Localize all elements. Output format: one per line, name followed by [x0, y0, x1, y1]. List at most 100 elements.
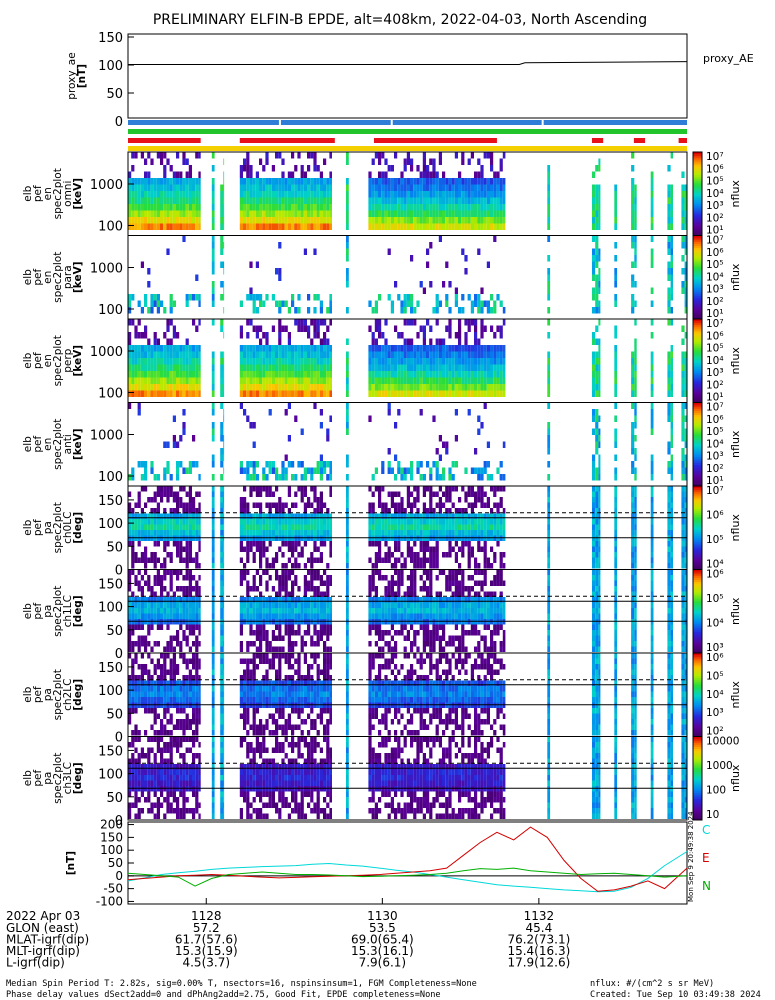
spectrogram-cell [303, 474, 307, 481]
spectrogram-cell [329, 307, 332, 314]
y-axis-label: proxy_ae[nT] [66, 52, 88, 99]
spectrogram-cell [461, 178, 465, 185]
spectrogram-cell [150, 364, 154, 371]
spectrogram-cell [432, 415, 436, 422]
spectrogram-cell [681, 530, 685, 536]
spectrogram-cell [284, 384, 288, 391]
spectrogram-cell [390, 602, 394, 608]
spectrogram-cell [614, 524, 618, 530]
spectrogram-cell [384, 575, 388, 581]
spectrogram-cell [287, 546, 291, 552]
spectrogram-cell [614, 502, 618, 508]
spectrogram-cell [464, 377, 468, 384]
spectrogram-cell [243, 191, 247, 198]
spectrogram-cell [346, 530, 349, 536]
spectrogram-cell [185, 586, 189, 592]
spectrogram-cell [438, 454, 442, 461]
spectrogram-cell [278, 384, 282, 391]
spectrogram-cell [278, 613, 282, 619]
spectrogram-cell [259, 184, 263, 191]
colorbar-cell [693, 556, 702, 560]
spectrogram-cell [249, 586, 253, 592]
spectrogram-cell [313, 204, 317, 211]
spectrogram-cell [275, 608, 279, 614]
spectrogram-cell [220, 524, 224, 530]
spectrogram-cell [182, 204, 186, 211]
spectrogram-cell [448, 217, 452, 224]
spectrogram-cell [176, 513, 180, 519]
spectrogram-cell [592, 508, 596, 514]
spectrogram-cell [614, 371, 618, 378]
spectrogram-cell [211, 204, 215, 211]
spectrogram-cell [438, 204, 442, 211]
spectrogram-cell [246, 557, 250, 563]
spectrogram-cell [313, 332, 317, 339]
spectrogram-cell [313, 294, 317, 301]
spectrogram-cell [346, 235, 349, 242]
spectrogram-cell [470, 364, 474, 371]
spectrogram-cell [467, 552, 471, 558]
spectrogram-cell [474, 358, 478, 365]
spectrogram-cell [246, 158, 250, 165]
spectrogram-cell [438, 524, 442, 530]
spectrogram-cell [192, 497, 196, 503]
spectrogram-cell [211, 242, 215, 249]
spectrogram-cell [435, 502, 439, 508]
colorbar-cell [693, 306, 702, 309]
spectrogram-cell [137, 409, 141, 416]
spectrogram-cell [166, 608, 170, 614]
spectrogram-cell [182, 223, 186, 230]
spectrogram-cell [300, 351, 304, 358]
spectrogram-cell [480, 358, 484, 365]
spectrogram-cell [595, 546, 599, 552]
y-tick-label: 1000 [90, 429, 123, 444]
spectrogram-cell [163, 178, 167, 185]
spectrogram-cell [271, 294, 275, 301]
spectrogram-cell [681, 325, 685, 332]
spectrogram-cell [137, 184, 141, 191]
spectrogram-cell [239, 358, 243, 365]
spectrogram-cell [278, 646, 282, 652]
spectrogram-cell [394, 152, 398, 159]
colorbar-cell [693, 310, 702, 314]
spectrogram-cell [268, 530, 272, 536]
spectrogram-cell [499, 371, 503, 378]
spectrogram-cell [329, 608, 332, 614]
spectrogram-cell [681, 364, 685, 371]
spectrogram-cell [442, 351, 446, 358]
spectrogram-cell [595, 508, 599, 514]
spectrogram-cell [429, 223, 433, 230]
spectrogram-cell [445, 351, 449, 358]
spectrogram-cell [291, 197, 295, 204]
spectrogram-cell [243, 364, 247, 371]
spectrogram-cell [223, 486, 225, 492]
spectrogram-cell [445, 261, 449, 268]
spectrogram-cell [300, 428, 304, 435]
spectrogram-cell [137, 191, 141, 198]
spectrogram-cell [176, 371, 180, 378]
spectrogram-cell [249, 223, 253, 230]
spectrogram-cell [371, 345, 375, 352]
spectrogram-cell [426, 358, 430, 365]
spectrogram-cell [153, 178, 157, 185]
spectrogram-cell [384, 597, 388, 603]
spectrogram-cell [131, 319, 135, 326]
spectrogram-cell [474, 467, 478, 474]
spectrogram-cell [211, 235, 215, 242]
spectrogram-cell [631, 497, 635, 503]
spectrogram-cell [502, 441, 506, 448]
spectrogram-cell [406, 497, 410, 503]
y-tick-label: 100 [98, 59, 123, 74]
spectrogram-cell [374, 390, 378, 397]
spectrogram-cell [281, 513, 285, 519]
spectrogram-cell [179, 569, 183, 575]
spectrogram-cell [140, 486, 144, 492]
spectrogram-cell [303, 171, 307, 178]
spectrogram-cell [268, 204, 272, 211]
spectrogram-cell [413, 552, 417, 558]
spectrogram-cell [432, 223, 436, 230]
spectrogram-cell [313, 165, 317, 172]
spectrogram-cell [384, 591, 388, 597]
spectrogram-cell [413, 497, 417, 503]
spectrogram-cell [502, 217, 506, 224]
